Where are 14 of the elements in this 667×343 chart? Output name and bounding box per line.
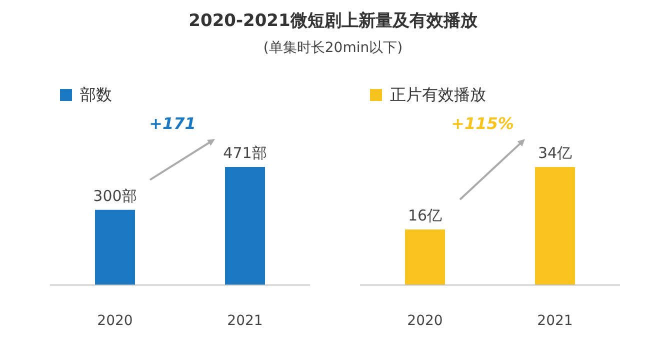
data-label: 300部 (93, 186, 137, 205)
data-label: 471部 (223, 144, 267, 162)
chart-subtitle: (单集时长20min以下) (263, 40, 403, 56)
chart-title: 2020-2021微短剧上新量及有效播放 (188, 11, 478, 31)
data-label: 16亿 (408, 206, 442, 224)
text: +115% (451, 114, 514, 133)
data-label: 34亿 (538, 144, 572, 162)
text: +171 (149, 114, 196, 133)
legend-label: 部数 (80, 85, 112, 104)
legend-label: 正片有效播放 (390, 85, 486, 104)
x-tick-label: 2020 (407, 313, 443, 329)
x-tick-label: 2021 (537, 313, 573, 329)
x-tick-label: 2021 (227, 313, 263, 329)
x-tick-label: 2020 (97, 313, 133, 329)
